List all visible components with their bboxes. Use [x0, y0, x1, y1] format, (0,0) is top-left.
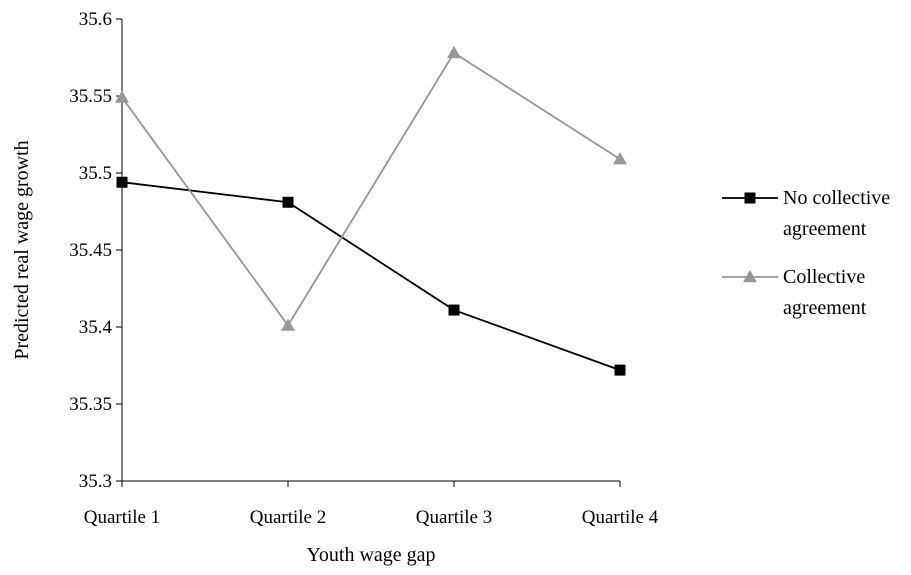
- y-tick-label: 35.6: [79, 9, 112, 30]
- axes: 35.3 35.35 35.4 35.45 35.5 35.55 35.6 Quartile …: [69, 9, 658, 528]
- legend-label-line: Collective: [783, 266, 865, 288]
- x-tick-label: Quartile 1: [84, 507, 161, 528]
- legend-marker: [743, 270, 757, 283]
- y-tick-label: 35.5: [79, 163, 112, 184]
- legend-label: No collective agreement: [783, 187, 890, 240]
- x-axis-title: Youth wage gap: [306, 544, 435, 566]
- data-point: [447, 45, 461, 59]
- x-tick-label: Quartile 3: [416, 507, 493, 528]
- data-point: [281, 318, 295, 331]
- data-point: [613, 152, 627, 165]
- legend-marker: [744, 192, 756, 204]
- legend-label-line: agreement: [783, 218, 867, 240]
- y-tick-label: 35.4: [79, 317, 113, 338]
- legend-label-line: agreement: [783, 297, 867, 319]
- data-point: [115, 90, 129, 103]
- legend-label-line: No collective: [783, 187, 890, 209]
- data-point: [282, 196, 294, 208]
- series-line: [121, 51, 621, 328]
- series-2: [115, 45, 627, 331]
- y-tick-label: 35.35: [69, 394, 112, 415]
- legend-label: Collective agreement: [783, 266, 867, 319]
- series-1: [116, 176, 626, 376]
- legend-item: No collective agreement: [722, 187, 890, 240]
- x-tick-label: Quartile 4: [582, 507, 659, 528]
- data-point: [448, 304, 460, 316]
- y-tick-label: 35.3: [79, 471, 112, 492]
- data-point: [116, 176, 128, 188]
- series-line: [121, 181, 621, 371]
- series-layer: [115, 45, 627, 376]
- y-tick-label: 35.55: [69, 86, 112, 107]
- data-point: [614, 364, 626, 376]
- legend: No collective agreement Collective agreemen…: [722, 187, 890, 319]
- x-tick-label: Quartile 2: [250, 507, 327, 528]
- legend-item: Collective agreement: [722, 266, 867, 319]
- y-tick-label: 35.45: [69, 240, 112, 261]
- y-axis-title: Predicted real wage growth: [11, 140, 33, 359]
